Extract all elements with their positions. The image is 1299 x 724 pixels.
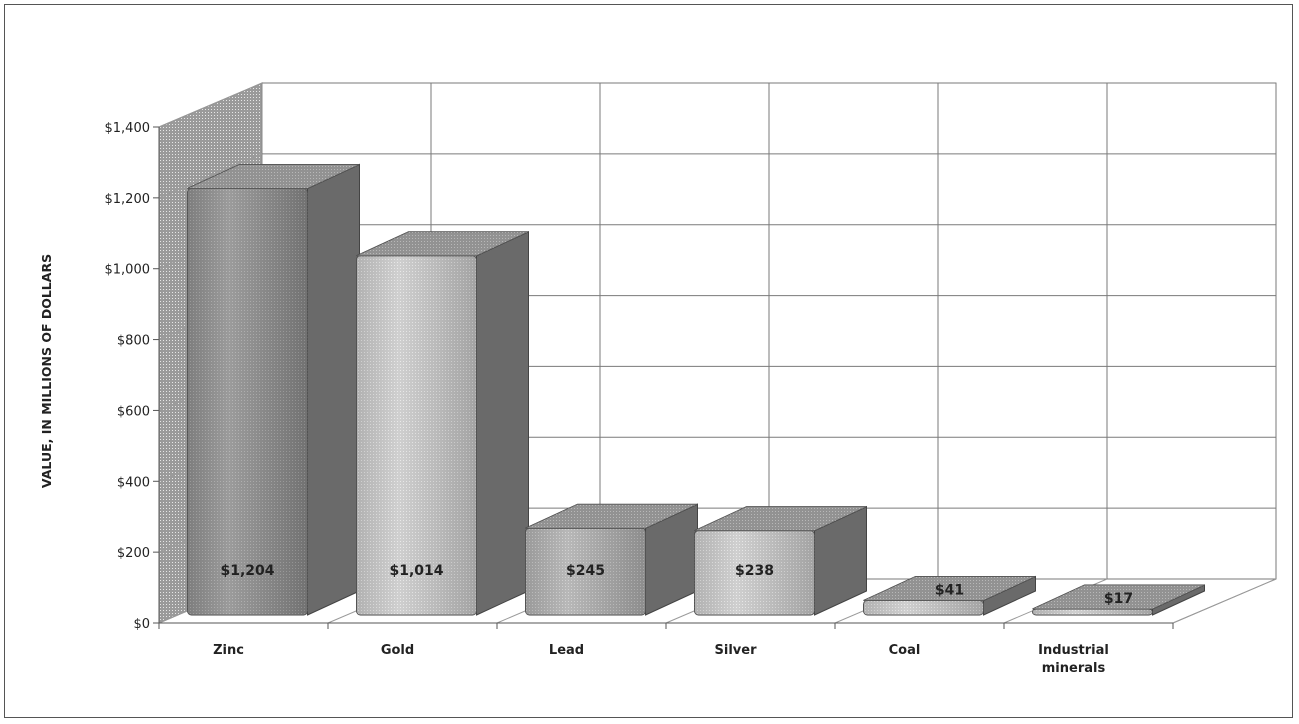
y-tick-label: $800 — [117, 334, 150, 349]
bar-side — [476, 230, 529, 616]
bar-coal: $41 — [863, 575, 1036, 616]
category-label: Gold — [381, 643, 414, 658]
y-tick-label: $1,200 — [105, 192, 151, 207]
data-label: $245 — [566, 563, 605, 579]
bar-texture — [525, 528, 646, 615]
wall-gridline — [158, 153, 263, 199]
chart-frame: $0 $200 $400 $600 $800 $1,000 $1,200 $1,400 $1,… — [4, 4, 1293, 718]
y-axis-ticks: $0 $200 $400 $600 $800 $1,000 $1,200 $1,400 — [105, 121, 160, 632]
category-labels: Zinc Gold Lead Silver Coal Industrial minerals — [213, 643, 1109, 676]
bar-side — [307, 163, 360, 616]
data-label: $17 — [1104, 591, 1133, 607]
bar-top-texture — [525, 504, 698, 529]
bar-zinc: $1,204 — [187, 163, 360, 616]
category-label: Lead — [549, 643, 584, 658]
data-label: $1,204 — [220, 563, 274, 579]
data-label: $1,014 — [389, 563, 443, 579]
y-tick-label: $0 — [133, 617, 150, 632]
bar-texture — [1032, 608, 1153, 615]
category-label: Industrial minerals — [1038, 643, 1109, 676]
y-tick-label: $1,400 — [105, 121, 151, 136]
y-tick-label: $1,000 — [105, 263, 151, 278]
bar-silver: $238 — [694, 505, 867, 616]
y-tick-label: $600 — [117, 404, 150, 419]
category-label: Zinc — [213, 643, 244, 658]
y-tick-label: $200 — [117, 546, 150, 561]
bar-texture — [694, 530, 815, 615]
category-label-line: minerals — [1042, 661, 1106, 676]
bar-texture — [863, 600, 984, 615]
category-label: Coal — [889, 643, 921, 658]
bar-top-texture — [1032, 584, 1205, 609]
category-label-line: Industrial — [1038, 643, 1109, 658]
bars: $1,204 $1,014 $245 $238 $41 $17 — [187, 163, 1205, 616]
y-tick-label: $400 — [117, 475, 150, 490]
wall-gridline — [158, 82, 263, 128]
bar-lead: $245 — [525, 503, 698, 616]
bar-industrial-minerals: $17 — [1032, 584, 1205, 616]
bar-top-texture — [694, 506, 867, 531]
floor-gridline — [1172, 578, 1277, 624]
y-axis-label: VALUE, IN MILLIONS OF DOLLARS — [39, 254, 54, 488]
data-label: $238 — [735, 563, 774, 579]
bar-texture — [356, 255, 477, 616]
bar-chart: $0 $200 $400 $600 $800 $1,000 $1,200 $1,400 $1,… — [39, 82, 1277, 676]
bar-top-texture — [356, 231, 529, 256]
data-label: $41 — [935, 582, 964, 598]
bar-gold: $1,014 — [356, 230, 529, 616]
bar-texture — [187, 188, 308, 615]
category-label: Silver — [715, 643, 758, 658]
bar-top-texture — [187, 164, 360, 189]
bar-top-texture — [863, 576, 1036, 601]
